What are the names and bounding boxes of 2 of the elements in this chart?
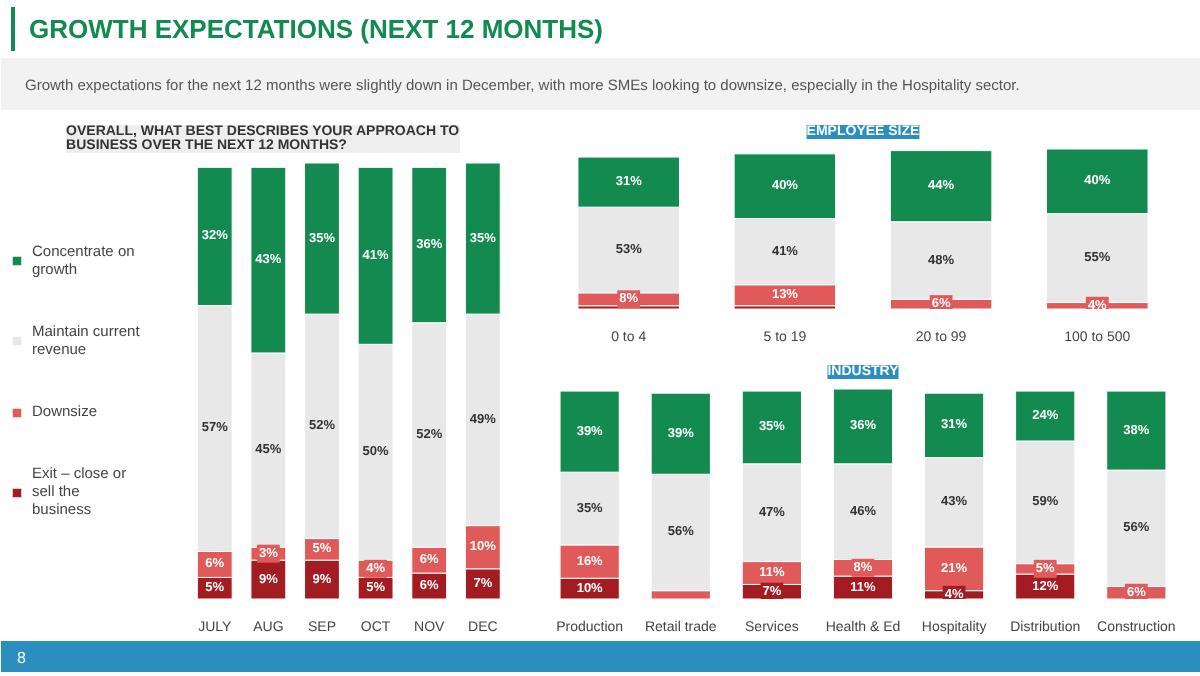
text: GROWTH EXPECTATIONS (NEXT 12 MONTHS): [29, 14, 603, 44]
text: 8: [17, 649, 27, 667]
